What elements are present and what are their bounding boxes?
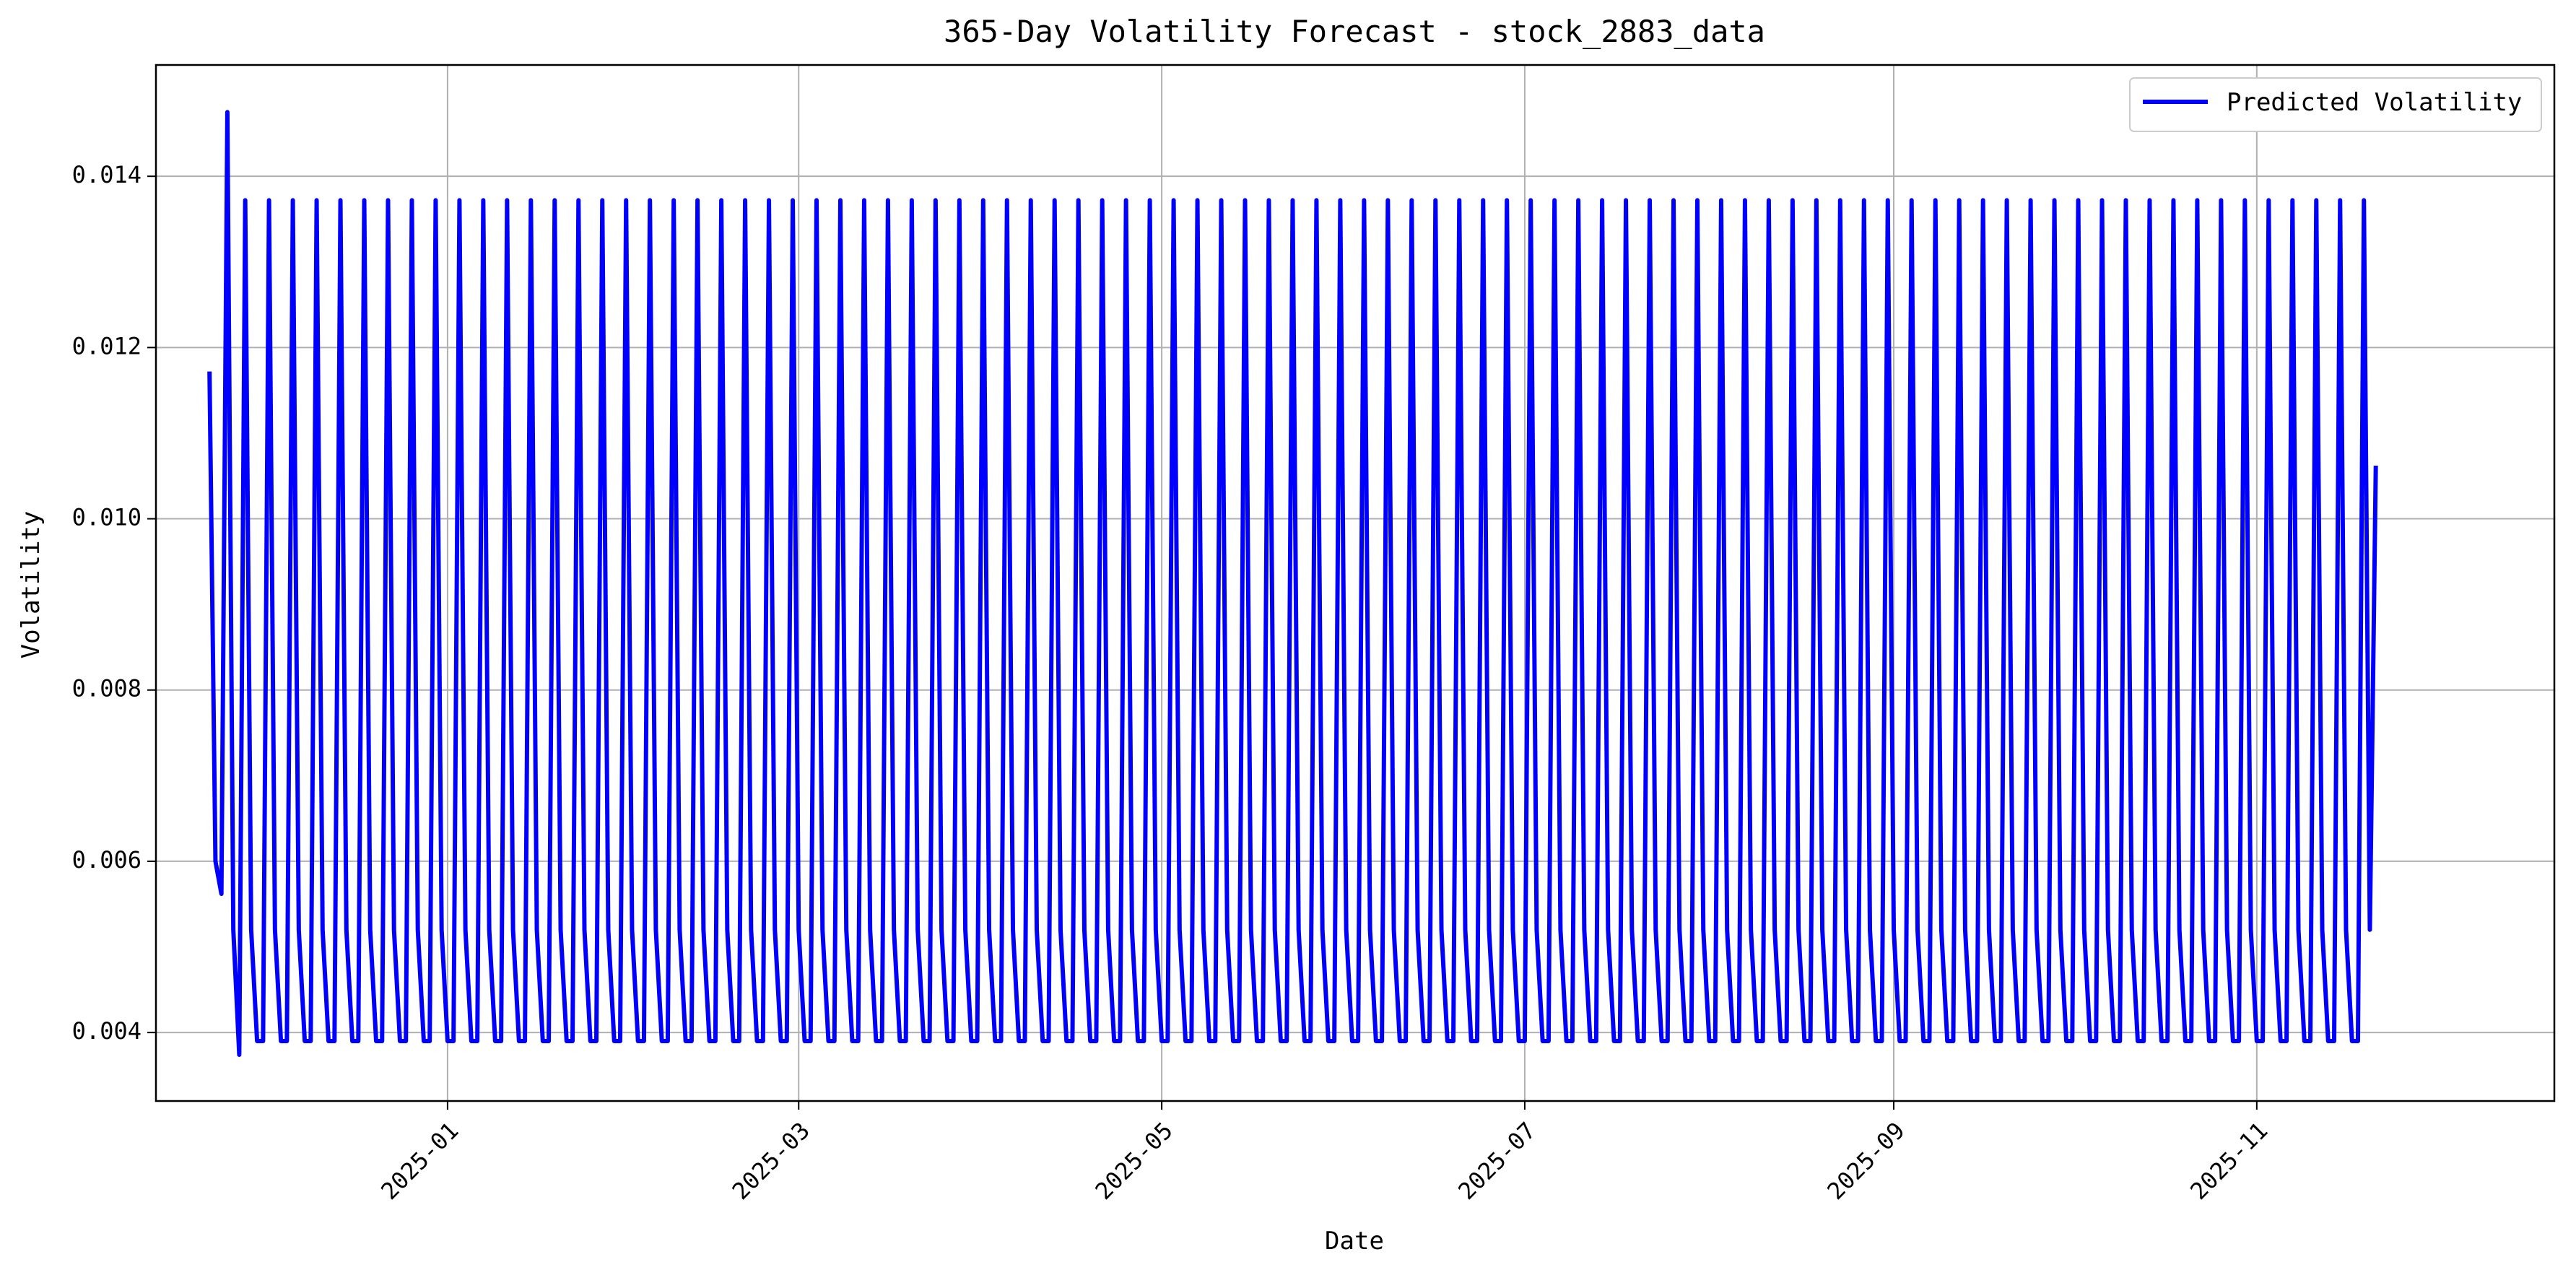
series-layer — [207, 110, 2378, 1057]
y-tick-label: 0.004 — [72, 1017, 142, 1045]
series-line-predicted-volatility — [207, 110, 2378, 1057]
y-axis-ticks: 0.004 0.006 0.008 0.010 0.012 0.014 — [72, 161, 156, 1045]
plot-frame — [155, 64, 2556, 1102]
legend: Predicted Volatility — [2129, 77, 2542, 132]
legend-box — [2129, 77, 2542, 132]
y-tick-label: 0.014 — [72, 161, 142, 188]
y-tick-label: 0.008 — [72, 675, 142, 702]
y-axis-label: Volatility — [17, 511, 45, 659]
legend-label: Predicted Volatility — [2227, 88, 2522, 117]
y-tick-label: 0.012 — [72, 332, 142, 360]
chart-title: 365-Day Volatility Forecast - stock_2883… — [944, 14, 1765, 49]
x-axis-label: Date — [1325, 1227, 1384, 1256]
y-tick-label: 0.006 — [72, 846, 142, 874]
y-tick-label: 0.010 — [72, 504, 142, 531]
